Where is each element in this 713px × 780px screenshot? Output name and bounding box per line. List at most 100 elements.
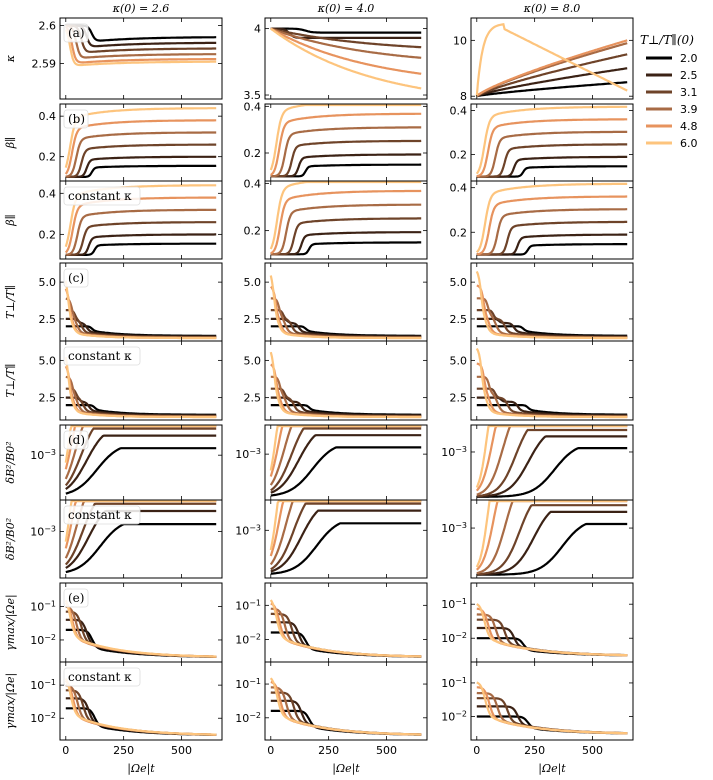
series-line-T-col1-5 — [269, 275, 422, 340]
y-axis-label-dB: δB²/B0² — [4, 441, 17, 483]
series-line-beta-col1-0 — [270, 163, 422, 178]
series-line-gamma-col2-5 — [476, 603, 628, 657]
y-tick-label: 5.0 — [39, 354, 57, 367]
panel-dB_const-col1: 10−3 — [235, 499, 428, 579]
panel-frame — [59, 180, 223, 260]
y-tick-label: 10−1 — [441, 675, 467, 690]
panel-frame — [470, 661, 634, 741]
series-line-gamma-col0-5 — [64, 600, 217, 658]
y-tick-label: 5.0 — [450, 276, 468, 289]
x-axis-label-1: |Ωe|t — [332, 762, 360, 776]
series-line-dB_const-col2-0 — [476, 522, 628, 576]
panel-dB_const-col0: 10−3 constant κ — [30, 499, 223, 579]
series-line-dB-col2-1 — [476, 435, 628, 498]
series-line-T_const-col2-5 — [475, 347, 628, 419]
series-line-gamma_const-col1-5 — [269, 677, 422, 736]
series-line-kappa-col2-5 — [475, 23, 628, 97]
series-line-beta_const-col1-4 — [270, 189, 422, 255]
y-tick-label: 10−3 — [235, 523, 261, 538]
y-tick-label: 0.2 — [39, 228, 57, 241]
series-line-kappa-col0-5 — [64, 29, 217, 67]
series-line-dB-col0-0 — [65, 447, 217, 495]
y-tick-label: 10−3 — [441, 521, 467, 536]
series-line-beta-col1-1 — [270, 153, 422, 178]
y-tick-label: 5.0 — [39, 276, 57, 289]
column-title-2: κ(0) = 8.0 — [523, 2, 581, 15]
series-line-beta_const-col0-3 — [65, 208, 217, 256]
y-tick-label: 0.4 — [244, 100, 262, 113]
series-line-dB-col1-0 — [270, 446, 422, 497]
legend-label-3: 3.9 — [680, 103, 698, 116]
y-axis-label-beta_const: β∥ — [4, 214, 17, 226]
y-tick-label: 10−2 — [30, 711, 56, 726]
series-line-kappa-col0-2 — [65, 24, 217, 53]
y-tick-label: 2.5 — [450, 313, 468, 326]
series-line-T-col0-2 — [65, 309, 217, 339]
y-tick-label: 10−2 — [441, 631, 467, 646]
series-line-beta_const-col2-0 — [476, 243, 628, 256]
panel-tag-box — [63, 505, 141, 525]
y-tick-label: 10−2 — [235, 710, 261, 725]
series-line-gamma-col2-4 — [476, 607, 628, 657]
panel-frame — [470, 262, 634, 342]
series-line-kappa-col1-5 — [270, 27, 422, 90]
series-line-beta_const-col2-2 — [476, 220, 628, 256]
series-line-beta-col0-4 — [64, 119, 217, 175]
y-tick-label: 0.2 — [450, 226, 468, 239]
y-tick-label: 0.4 — [450, 105, 468, 118]
panel-frame — [59, 17, 223, 100]
panel-dB-col0: 10−3 (d) — [30, 424, 223, 501]
y-axis-label-kappa: κ — [4, 54, 17, 63]
y-tick-label: 0.4 — [244, 177, 262, 190]
series-line-beta-col1-3 — [270, 126, 422, 178]
series-line-T-col0-5 — [64, 280, 217, 340]
y-tick-label: 0.4 — [39, 110, 57, 123]
panel-gamma-col1: 10−1 10−2 — [235, 582, 428, 663]
panel-tag: constant κ — [68, 189, 132, 203]
x-tick-label: 500 — [171, 744, 192, 757]
column-title-0: κ(0) = 2.6 — [112, 2, 170, 15]
y-tick-label: 10−3 — [30, 448, 56, 463]
series-line-kappa-col2-2 — [476, 53, 628, 98]
series-line-beta_const-col1-1 — [270, 231, 422, 256]
series-line-gamma_const-col2-5 — [476, 681, 628, 735]
panel-beta-col1: 0.2 0.4 — [244, 100, 428, 182]
panel-frame — [470, 180, 634, 260]
series-line-beta-col0-3 — [65, 131, 217, 178]
y-tick-label: 10−2 — [441, 709, 467, 724]
x-axis-label-2: |Ωe|t — [538, 762, 566, 776]
series-line-dB-col0-1 — [65, 434, 217, 490]
panel-frame — [264, 661, 428, 741]
y-tick-label: 10−3 — [441, 444, 467, 459]
panel-gamma_const-col2: 0 250 500 10−1 10−2 — [441, 661, 634, 757]
series-line-dB-col1-5 — [269, 424, 422, 471]
panel-gamma_const-col0: 0 250 500 10−1 10−2 constant κ — [30, 661, 223, 757]
y-tick-label: 0.2 — [244, 225, 262, 238]
series-line-kappa-col0-3 — [65, 24, 217, 59]
panel-frame — [470, 499, 634, 579]
series-line-beta_const-col1-5 — [269, 180, 422, 250]
panel-gamma-col2: 10−1 10−2 — [441, 582, 634, 663]
series-line-dB_const-col1-2 — [270, 502, 422, 571]
y-axis-label-beta: β∥ — [4, 137, 17, 149]
series-line-dB_const-col0-1 — [65, 509, 217, 569]
panel-frame — [59, 340, 223, 421]
series-line-dB_const-col1-5 — [269, 499, 422, 551]
y-tick-label: 10−1 — [235, 598, 261, 613]
panel-tag-box — [63, 346, 141, 366]
series-line-gamma-col1-5 — [269, 599, 422, 658]
series-line-beta_const-col1-2 — [270, 217, 422, 256]
panel-tag-box — [63, 268, 89, 288]
x-tick-label: 250 — [318, 744, 339, 757]
panel-kappa-col2: 8 10 — [453, 17, 634, 103]
series-line-kappa-col1-4 — [270, 27, 422, 75]
y-tick-label: 10−3 — [30, 524, 56, 539]
x-tick-label: 250 — [113, 744, 134, 757]
y-tick-label: 2.6 — [39, 20, 57, 33]
series-line-gamma_const-col1-2 — [270, 691, 422, 736]
series-line-beta-col0-2 — [65, 143, 217, 178]
series-line-T-col2-5 — [475, 270, 628, 340]
panel-dB_const-col2: 10−3 — [441, 499, 634, 579]
series-line-dB_const-col2-5 — [475, 499, 628, 568]
